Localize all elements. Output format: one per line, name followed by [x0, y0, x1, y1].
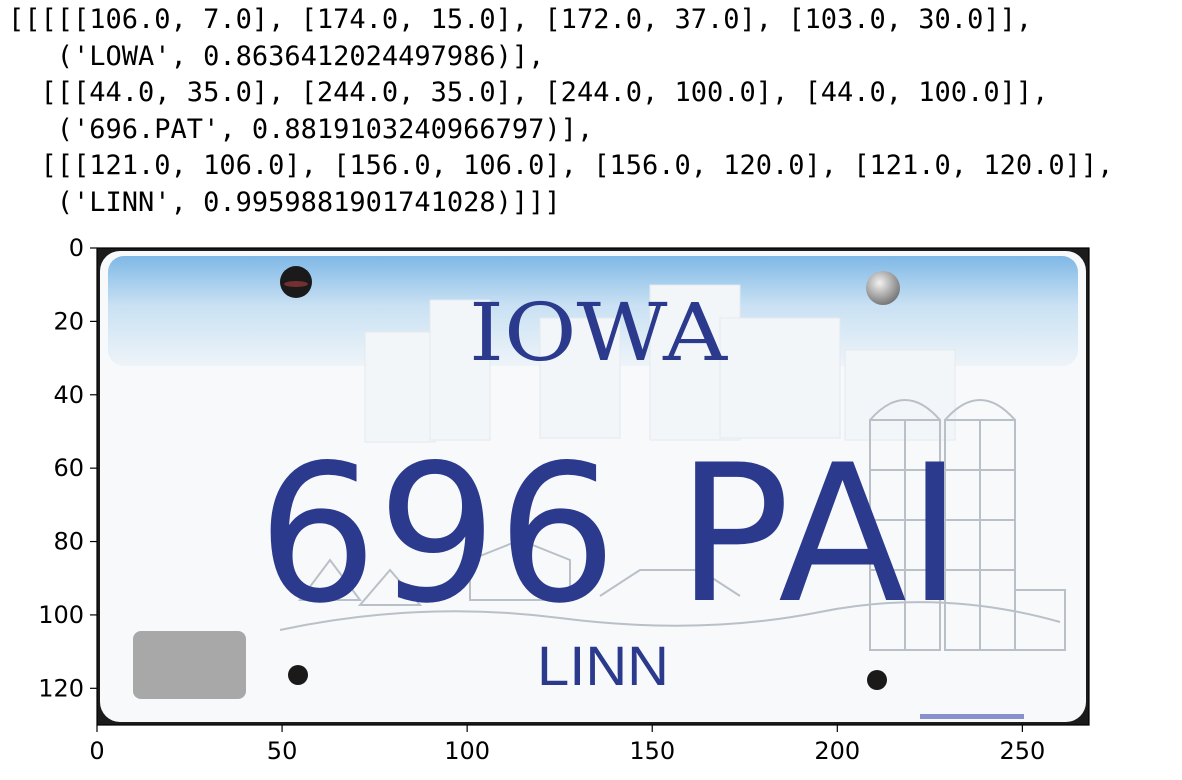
output-line: [[[44.0, 35.0], [244.0, 35.0], [244.0, 1…	[8, 77, 1049, 108]
farm-scenery	[279, 399, 1066, 651]
output-line: ('LINN', 0.9959881901741028)]]]	[8, 186, 561, 218]
registration-sticker	[133, 631, 246, 699]
license-plate-image: IOWA 696 PAI LINN	[97, 248, 1089, 725]
bolt-highlight	[284, 281, 308, 287]
output-line: ('696.PAT', 0.8819103240966797)],	[8, 113, 594, 145]
plate-county: LINN	[537, 634, 669, 697]
plate-fine-print	[920, 714, 1024, 719]
output-line: [[[[[106.0, 7.0], [174.0, 15.0], [172.0,…	[8, 4, 1033, 35]
axes-frame	[96, 247, 1090, 726]
bolt-top-right	[866, 271, 900, 305]
y-tick-label: 100	[38, 601, 84, 629]
y-tick-label: 60	[53, 454, 84, 482]
y-tick-label: 80	[53, 528, 84, 556]
output-line: [[[121.0, 106.0], [156.0, 106.0], [156.0…	[8, 150, 1114, 181]
x-axis: 0 50 100 150 200 250	[89, 725, 1045, 765]
plate-number: 696 PAI	[258, 424, 963, 645]
x-tick-label: 150	[629, 737, 675, 765]
y-tick-label: 120	[38, 674, 84, 702]
city-skyline	[364, 284, 956, 443]
x-tick-label: 50	[267, 737, 298, 765]
x-tick-label: 250	[999, 737, 1045, 765]
ocr-result-output: [[[[[106.0, 7.0], [174.0, 15.0], [172.0,…	[8, 2, 1113, 221]
x-tick-label: 200	[814, 737, 860, 765]
y-axis: 0 20 40 60 80 100 120	[38, 234, 97, 702]
x-tick-label: 0	[89, 737, 104, 765]
bolt-bottom-right	[867, 670, 887, 690]
y-tick-label: 20	[53, 307, 84, 335]
y-tick-label: 0	[69, 234, 84, 262]
bolt-bottom-left	[288, 665, 308, 685]
plate-state: IOWA	[469, 286, 728, 379]
y-tick-label: 40	[53, 381, 84, 409]
output-line: ('LOWA', 0.8636412024497986)],	[8, 40, 545, 72]
x-tick-label: 100	[444, 737, 490, 765]
